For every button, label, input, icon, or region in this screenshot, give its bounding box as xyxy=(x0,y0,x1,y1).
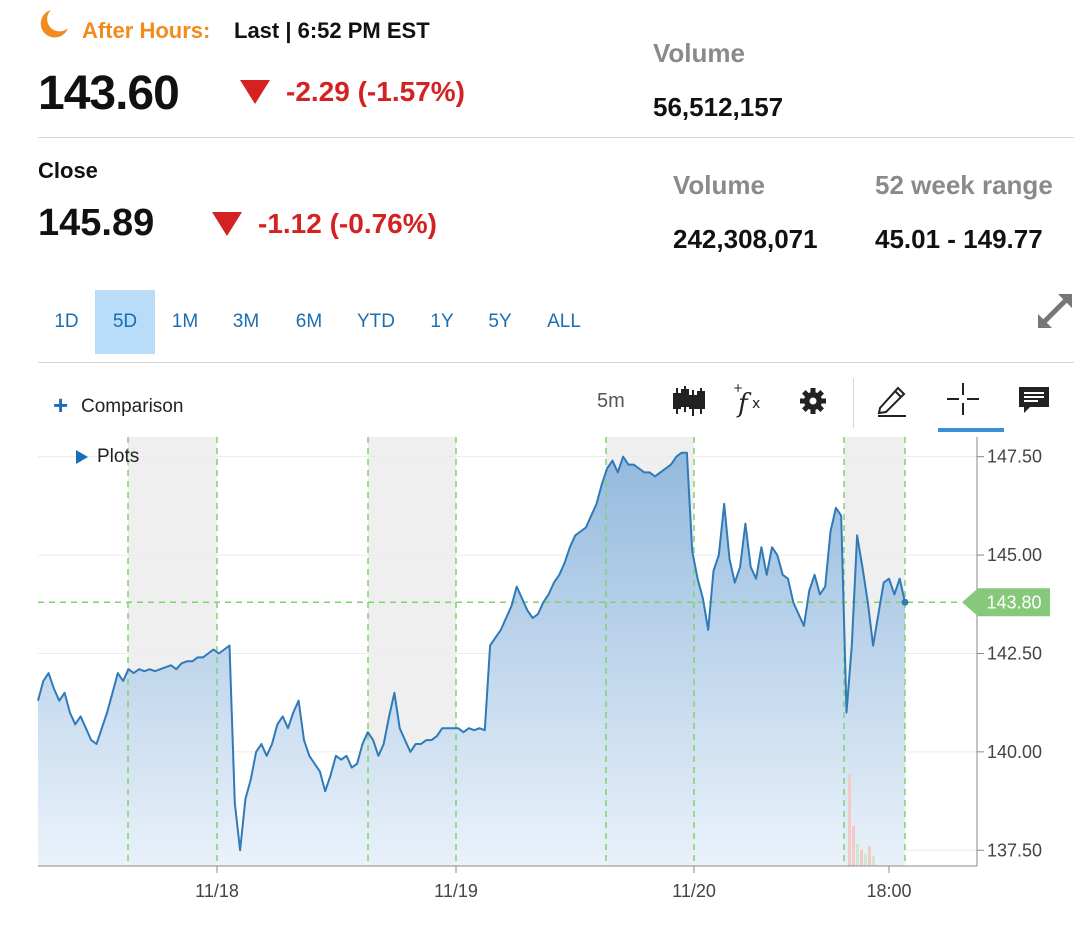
volume-bar xyxy=(852,826,855,866)
interval-selector[interactable]: 5m xyxy=(597,390,625,412)
tab-all[interactable]: ALL xyxy=(547,311,581,332)
tab-ytd[interactable]: YTD xyxy=(357,311,395,332)
x-tick-label: 11/20 xyxy=(672,881,716,901)
pencil-draw-icon[interactable] xyxy=(874,382,910,418)
after-hours-change: -2.29 (-1.57%) xyxy=(286,76,465,107)
moon-icon xyxy=(40,10,68,38)
y-tick-label: 142.50 xyxy=(987,643,1042,663)
close-price: 145.89 xyxy=(38,202,155,244)
crosshair-active-indicator xyxy=(938,428,1004,432)
price-line xyxy=(37,451,906,852)
down-arrow-icon xyxy=(240,80,270,104)
svg-text:+: + xyxy=(733,382,743,395)
tabs-divider xyxy=(38,362,1074,363)
y-tick-label: 137.50 xyxy=(987,840,1042,860)
close-volume: 242,308,071 xyxy=(673,224,818,254)
candlestick-icon[interactable] xyxy=(671,384,707,420)
plots-toggle[interactable]: Plots xyxy=(97,446,139,468)
header-divider xyxy=(38,137,1074,138)
volume-bar xyxy=(864,854,867,866)
after-hours-label: After Hours: xyxy=(82,18,211,43)
volume-bar xyxy=(856,844,859,866)
plots-label: Plots xyxy=(97,446,140,467)
after-hours-volume: 56,512,157 xyxy=(653,92,784,122)
close-volume-label: Volume xyxy=(673,170,765,200)
comment-icon[interactable] xyxy=(1016,382,1052,418)
last-price-badge-label: 143.80 xyxy=(986,592,1041,612)
studies-fx-icon[interactable]: + f x xyxy=(732,382,768,418)
y-tick-label: 147.50 xyxy=(987,447,1042,467)
tab-6m[interactable]: 6M xyxy=(295,311,323,332)
toolbar-separator xyxy=(853,378,854,428)
week-range-label: 52 week range xyxy=(875,170,1053,200)
tab-1m[interactable]: 1M xyxy=(171,311,199,332)
y-tick-label: 145.00 xyxy=(987,545,1042,565)
comparison-button[interactable]: Comparison xyxy=(81,396,184,417)
week-range-value: 45.01 - 149.77 xyxy=(875,224,1043,254)
comparison-plus-icon[interactable]: + xyxy=(53,390,69,420)
expand-icon[interactable] xyxy=(1034,290,1076,332)
x-tick-label: 11/19 xyxy=(434,881,478,901)
crosshair-icon[interactable] xyxy=(945,381,981,417)
volume-bar xyxy=(848,774,851,866)
tab-1y[interactable]: 1Y xyxy=(430,311,454,332)
close-change: -1.12 (-0.76%) xyxy=(258,208,437,239)
after-hours-price: 143.60 xyxy=(38,67,180,120)
volume-bar xyxy=(872,856,875,866)
after-hours-timestamp: Last | 6:52 PM EST xyxy=(234,18,430,43)
close-label: Close xyxy=(38,158,98,183)
svg-text:x: x xyxy=(752,396,760,412)
x-tick-label: 18:00 xyxy=(866,881,911,901)
plots-expand-icon[interactable] xyxy=(76,450,88,464)
down-arrow-icon xyxy=(212,212,242,236)
last-price-badge xyxy=(962,588,1050,617)
y-tick-label: 140.00 xyxy=(987,742,1042,762)
x-tick-label: 11/18 xyxy=(195,881,239,901)
volume-bar xyxy=(860,850,863,866)
tab-5y[interactable]: 5Y xyxy=(488,311,512,332)
volume-bar xyxy=(868,846,871,866)
last-price-dot xyxy=(901,598,909,606)
gear-icon[interactable] xyxy=(795,383,831,419)
tab-3m[interactable]: 3M xyxy=(232,311,260,332)
range-tabs: 1D 5D 1M 3M 6M YTD 1Y 5Y ALL xyxy=(38,290,601,354)
tab-1d[interactable]: 1D xyxy=(54,311,79,332)
tab-5d[interactable]: 5D xyxy=(95,290,155,354)
after-hours-volume-label: Volume xyxy=(653,38,745,68)
